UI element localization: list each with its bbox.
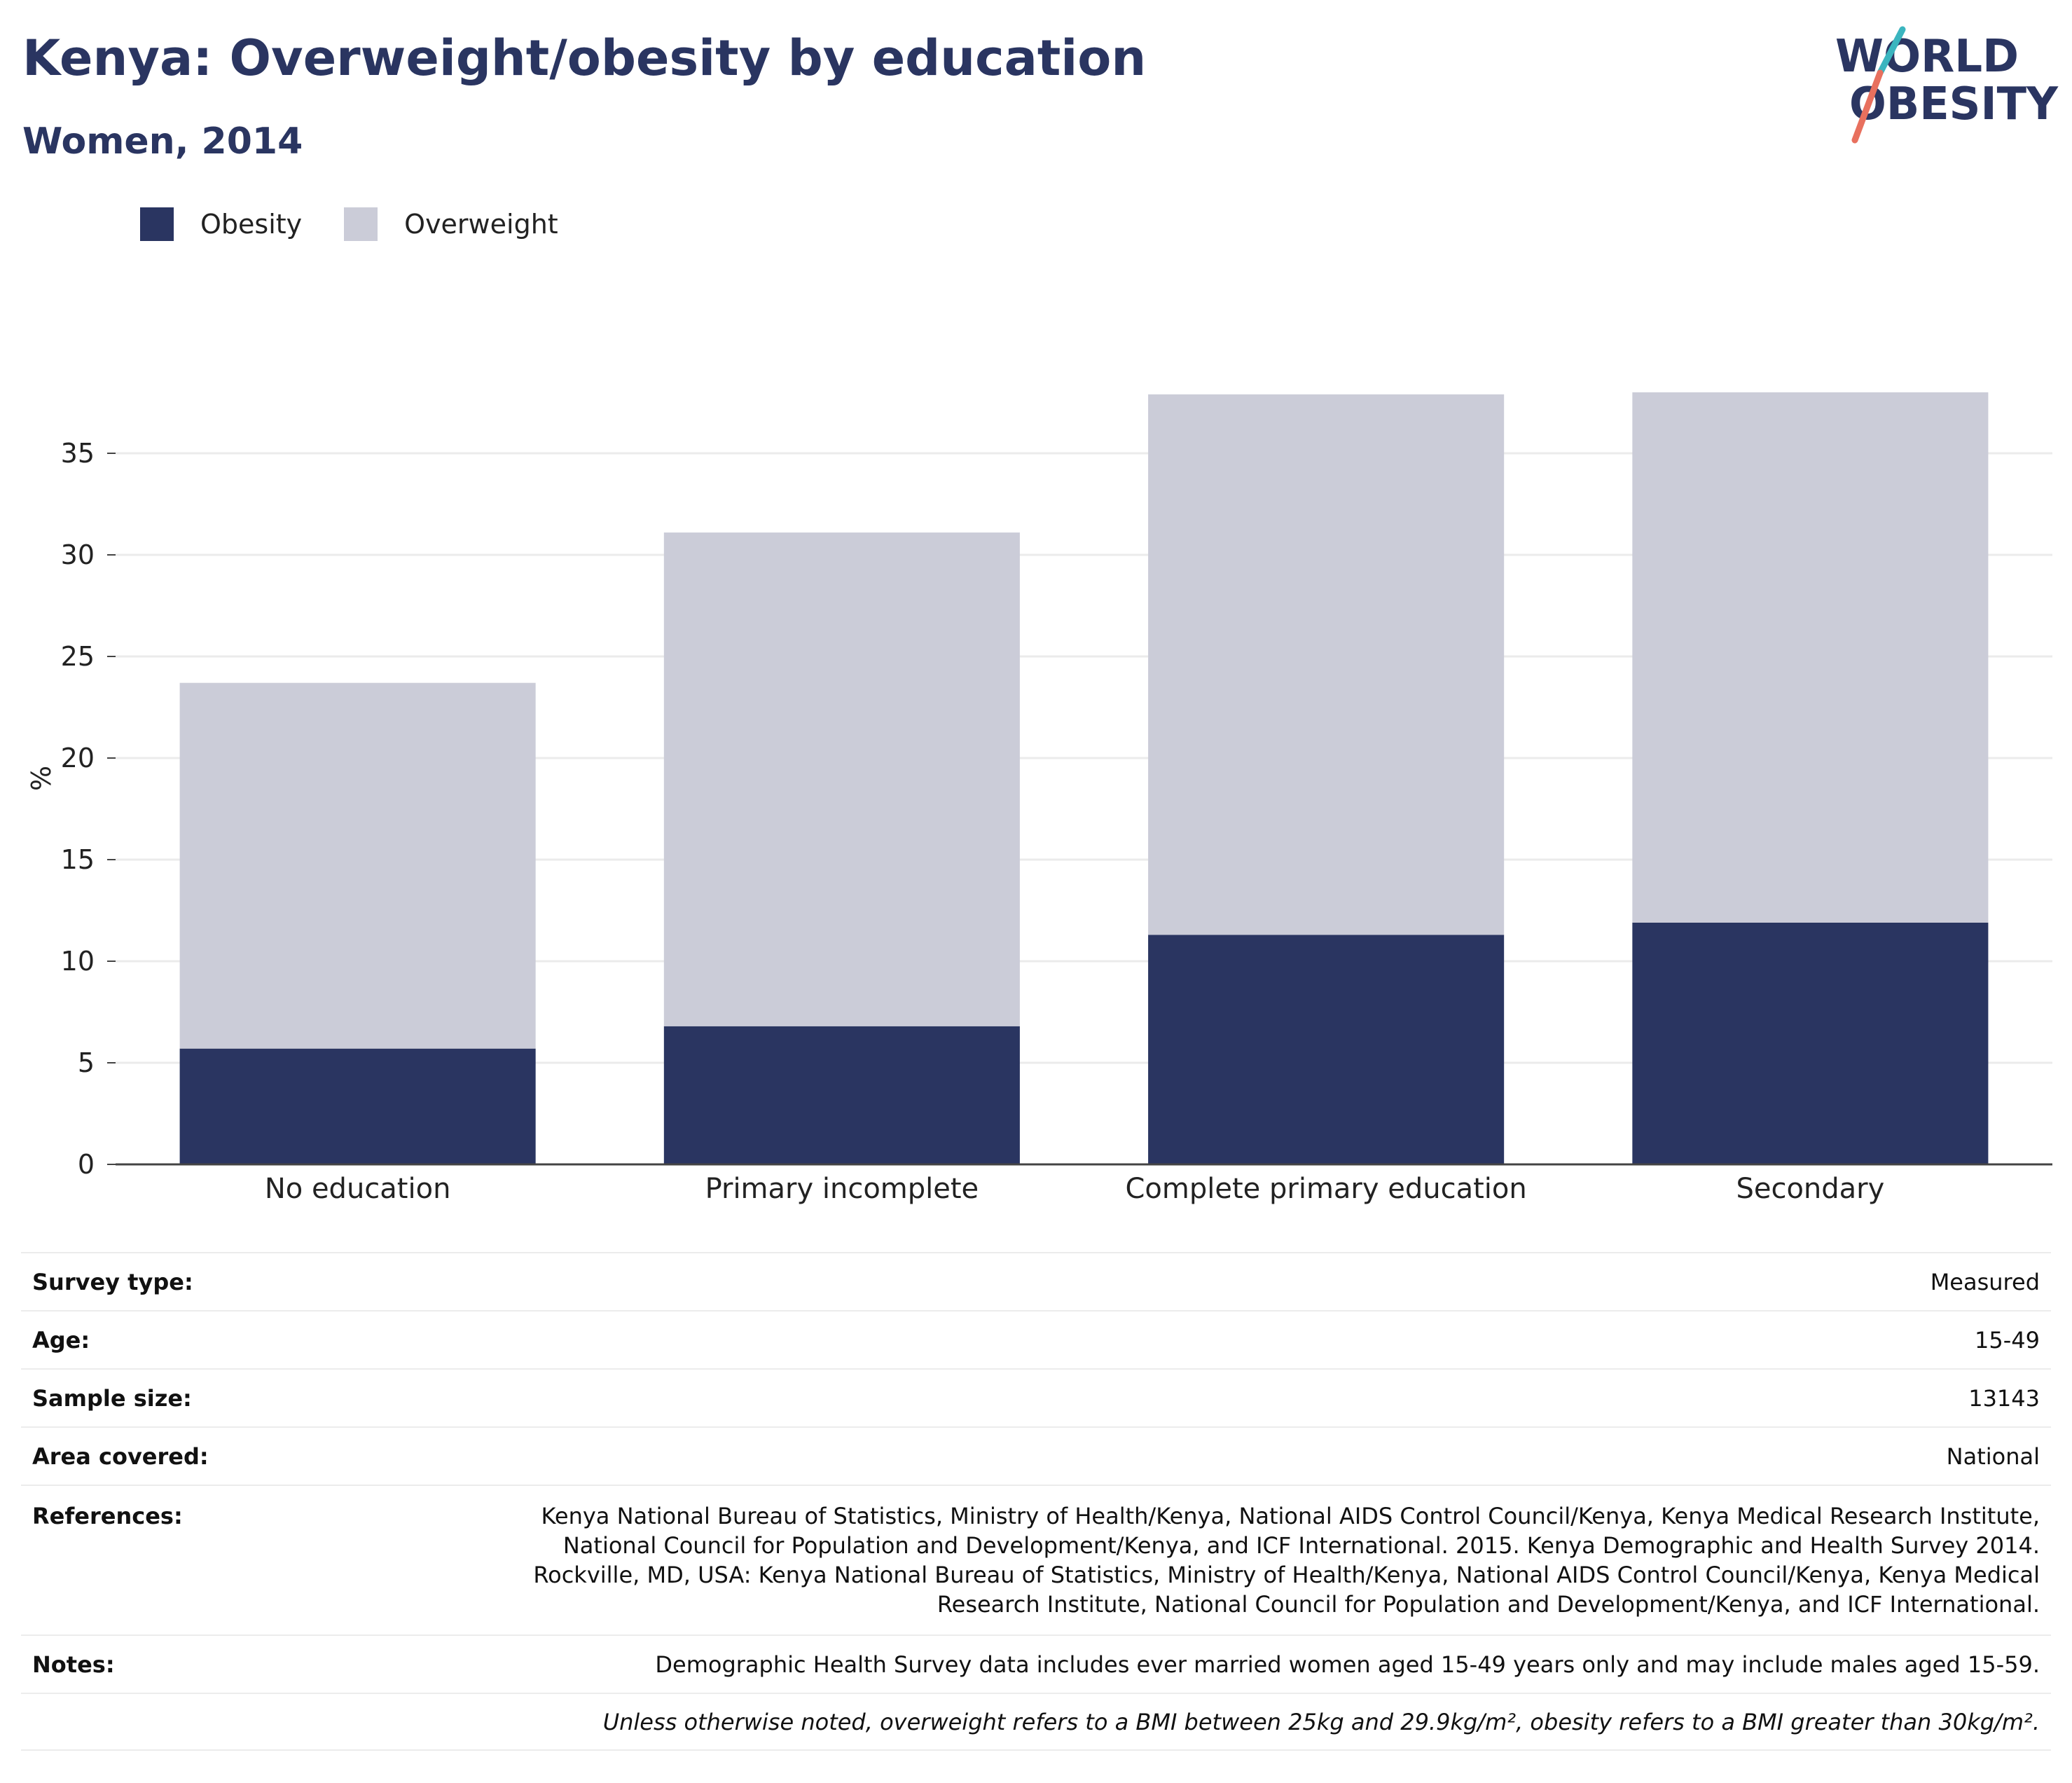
info-table: Survey type: Measured Age: 15-49 Sample … <box>21 1252 2051 1751</box>
y-tick-label: 0 <box>78 1149 95 1180</box>
info-label: Notes: <box>32 1651 115 1678</box>
bar-obesity <box>663 1026 1020 1164</box>
world-obesity-logo: WORLD OBESITY <box>1814 21 2066 147</box>
y-tick-label: 15 <box>61 844 95 875</box>
references-line: National Council for Population and Deve… <box>562 1532 2040 1559</box>
legend-item-obesity[interactable]: Obesity <box>140 207 302 241</box>
references-line: Kenya National Bureau of Statistics, Min… <box>541 1503 2040 1529</box>
info-value: 15-49 <box>1975 1326 2040 1354</box>
bar-overweight <box>179 682 536 1049</box>
logo-line1: WORLD <box>1835 31 2019 83</box>
info-value: National <box>1946 1443 2040 1470</box>
info-row-references: References: Kenya National Bureau of Sta… <box>21 1485 2051 1634</box>
bar-obesity <box>179 1048 536 1164</box>
info-label: Age: <box>32 1326 90 1354</box>
y-tick-label: 25 <box>61 641 95 672</box>
x-tick-label: Complete primary education <box>1126 1173 1527 1205</box>
info-label: Area covered: <box>32 1443 209 1470</box>
info-value: 13143 <box>1968 1384 2040 1412</box>
logo-line2: OBESITY <box>1849 78 2059 130</box>
info-row-footnote: Unless otherwise noted, overweight refer… <box>21 1693 2051 1751</box>
y-tick-label: 30 <box>61 539 95 570</box>
legend-item-overweight[interactable]: Overweight <box>344 207 558 241</box>
info-row-age: Age: 15-49 <box>21 1310 2051 1368</box>
y-axis-label: % <box>26 766 57 791</box>
x-tick-label: Primary incomplete <box>705 1173 979 1205</box>
info-value: Demographic Health Survey data includes … <box>655 1651 2040 1678</box>
info-row-sample-size: Sample size: 13143 <box>21 1368 2051 1426</box>
y-tick-label: 5 <box>78 1047 95 1078</box>
legend-label-obesity: Obesity <box>200 209 303 240</box>
references-line: Rockville, MD, USA: Kenya National Burea… <box>533 1562 2040 1588</box>
chart-subtitle: Women, 2014 <box>22 121 303 163</box>
info-label: References: <box>32 1503 183 1529</box>
info-label: Sample size: <box>32 1384 192 1412</box>
references-line: Research Institute, National Council for… <box>937 1591 2040 1618</box>
y-tick-label: 20 <box>61 743 95 773</box>
bar-overweight <box>1148 394 1505 935</box>
info-row-survey-type: Survey type: Measured <box>21 1252 2051 1310</box>
y-tick-label: 10 <box>61 946 95 977</box>
bar-obesity <box>1148 935 1505 1164</box>
legend-swatch-obesity <box>140 207 174 241</box>
chart-title: Kenya: Overweight/obesity by education <box>22 29 1147 87</box>
y-tick-label: 35 <box>61 438 95 469</box>
info-label: Survey type: <box>32 1268 193 1295</box>
bmi-footnote: Unless otherwise noted, overweight refer… <box>602 1708 2040 1735</box>
info-value: Measured <box>1930 1268 2040 1295</box>
bar-overweight <box>1632 392 1989 923</box>
x-tick-label: Secondary <box>1736 1173 1884 1205</box>
x-tick-label: No education <box>265 1173 451 1205</box>
info-row-notes: Notes: Demographic Health Survey data in… <box>21 1634 2051 1693</box>
bar-obesity <box>1632 922 1989 1164</box>
legend-label-overweight: Overweight <box>404 209 558 240</box>
legend-swatch-overweight <box>344 207 378 241</box>
info-row-area-covered: Area covered: National <box>21 1426 2051 1485</box>
bar-chart: 0 5 10 15 20 25 30 35% No education Primary incom… <box>26 392 2052 1205</box>
bar-overweight <box>663 532 1020 1026</box>
legend: Obesity Overweight <box>140 207 600 241</box>
references-text: Kenya National Bureau of Statistics, Min… <box>533 1501 2040 1619</box>
